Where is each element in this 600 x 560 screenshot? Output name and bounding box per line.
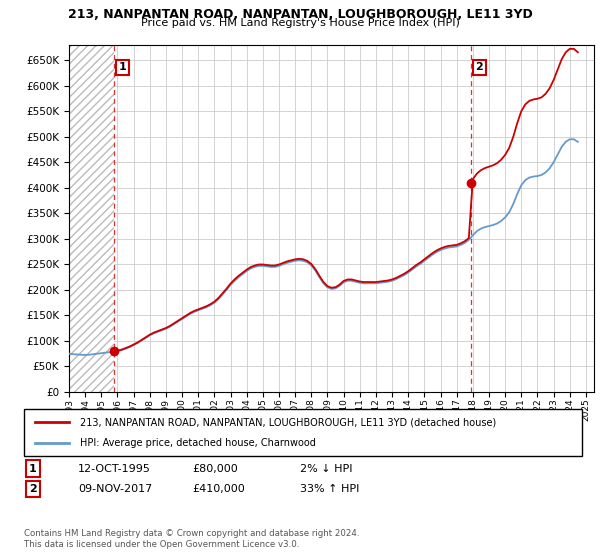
FancyBboxPatch shape bbox=[24, 409, 582, 456]
Text: 213, NANPANTAN ROAD, NANPANTAN, LOUGHBOROUGH, LE11 3YD (detached house): 213, NANPANTAN ROAD, NANPANTAN, LOUGHBOR… bbox=[80, 417, 496, 427]
Text: 1: 1 bbox=[119, 62, 127, 72]
Text: Contains HM Land Registry data © Crown copyright and database right 2024.
This d: Contains HM Land Registry data © Crown c… bbox=[24, 529, 359, 549]
Text: 1: 1 bbox=[29, 464, 37, 474]
Text: 33% ↑ HPI: 33% ↑ HPI bbox=[300, 484, 359, 494]
Text: 12-OCT-1995: 12-OCT-1995 bbox=[78, 464, 151, 474]
Text: 2% ↓ HPI: 2% ↓ HPI bbox=[300, 464, 353, 474]
Text: Price paid vs. HM Land Registry's House Price Index (HPI): Price paid vs. HM Land Registry's House … bbox=[140, 18, 460, 29]
Text: 2: 2 bbox=[29, 484, 37, 494]
Text: £80,000: £80,000 bbox=[192, 464, 238, 474]
Text: 09-NOV-2017: 09-NOV-2017 bbox=[78, 484, 152, 494]
Text: HPI: Average price, detached house, Charnwood: HPI: Average price, detached house, Char… bbox=[80, 438, 316, 448]
Text: £410,000: £410,000 bbox=[192, 484, 245, 494]
Text: 2: 2 bbox=[475, 62, 483, 72]
Text: 213, NANPANTAN ROAD, NANPANTAN, LOUGHBOROUGH, LE11 3YD: 213, NANPANTAN ROAD, NANPANTAN, LOUGHBOR… bbox=[68, 8, 532, 21]
